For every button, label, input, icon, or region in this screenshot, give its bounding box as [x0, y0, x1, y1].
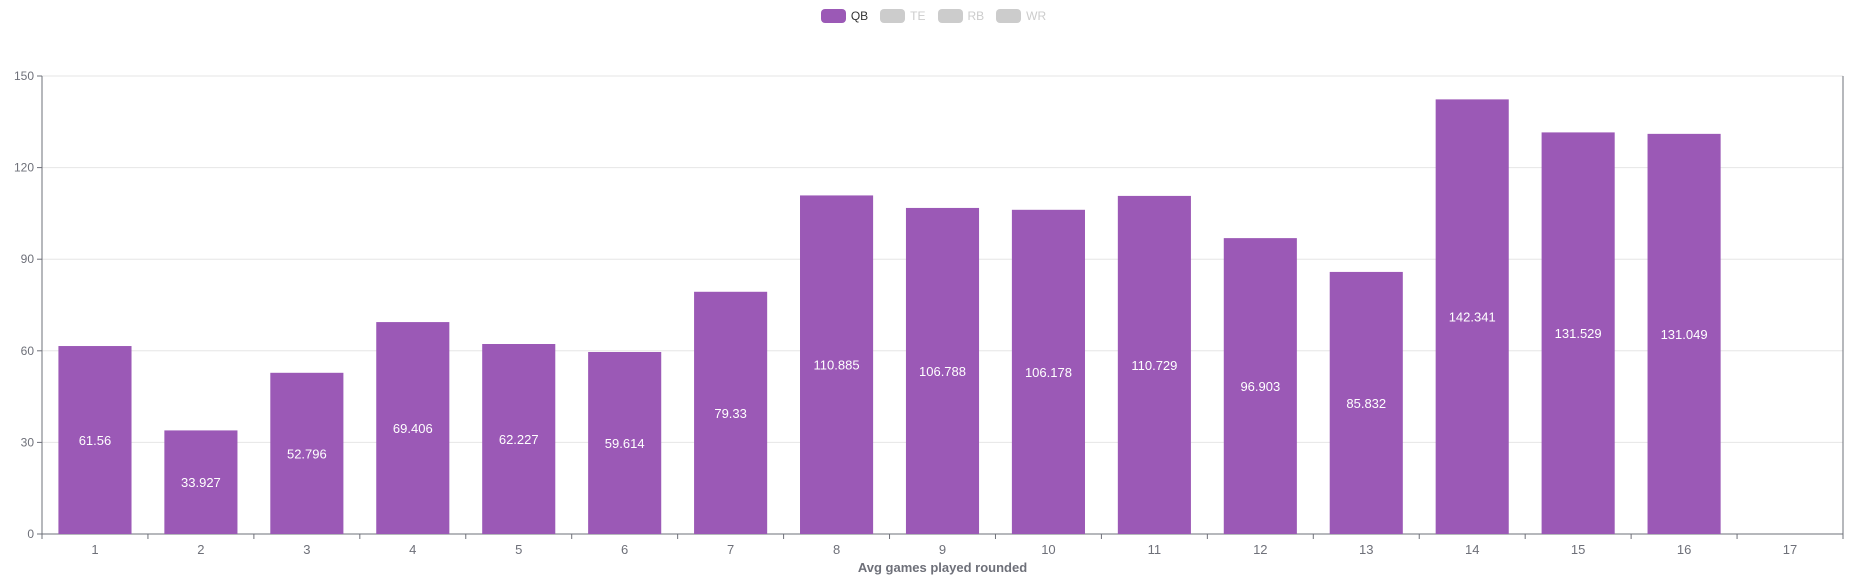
x-tick-label: 13	[1359, 542, 1373, 557]
data-label: 61.56	[79, 433, 112, 448]
x-tick-label: 9	[939, 542, 946, 557]
legend-label: QB	[850, 9, 869, 23]
bar	[1011, 209, 1085, 535]
bar	[1435, 99, 1509, 534]
bar	[1329, 271, 1403, 534]
data-label: 85.832	[1346, 396, 1386, 411]
legend-swatch	[937, 9, 963, 23]
data-label: 69.406	[393, 421, 433, 436]
data-label: 62.227	[499, 432, 539, 447]
y-tick-label: 120	[14, 161, 34, 175]
bar	[1647, 133, 1721, 535]
x-tick-label: 11	[1148, 542, 1162, 557]
data-label: 79.33	[714, 406, 747, 421]
legend-label: WR	[1026, 9, 1047, 23]
x-tick-label: 7	[727, 542, 734, 557]
bar	[164, 430, 238, 534]
x-tick-label: 4	[409, 542, 416, 557]
y-tick-label: 150	[14, 69, 34, 83]
data-label: 59.614	[605, 436, 645, 451]
x-tick-label: 1	[91, 542, 98, 557]
legend-label: TE	[910, 9, 926, 23]
legend-item-wr[interactable]: WR	[996, 9, 1046, 23]
data-label: 33.927	[181, 475, 221, 490]
bar	[1223, 238, 1297, 534]
x-tick-label: 3	[303, 542, 310, 557]
x-tick-label: 16	[1677, 542, 1691, 557]
x-tick-label: 17	[1783, 542, 1797, 557]
y-tick-label: 0	[27, 527, 34, 541]
legend-swatch	[880, 9, 906, 23]
bar	[1117, 195, 1191, 534]
data-label: 131.529	[1555, 326, 1602, 341]
x-tick-label: 10	[1041, 542, 1055, 557]
x-tick-label: 14	[1465, 542, 1479, 557]
data-label: 106.788	[919, 364, 966, 379]
bar	[800, 195, 874, 534]
legend-item-qb[interactable]: QB	[820, 9, 869, 23]
bar	[376, 322, 450, 534]
y-tick-label: 60	[21, 344, 35, 358]
x-tick-label: 6	[621, 542, 628, 557]
legend-item-rb[interactable]: RB	[937, 9, 985, 23]
y-tick-label: 30	[21, 435, 35, 449]
x-tick-label: 15	[1571, 542, 1585, 557]
y-tick-label: 90	[21, 252, 35, 266]
data-label: 110.885	[814, 358, 860, 373]
x-tick-label: 12	[1253, 542, 1267, 557]
data-label: 110.729	[1131, 358, 1177, 373]
legend-label: RB	[967, 9, 985, 23]
legend-swatch	[820, 9, 846, 23]
data-label: 96.903	[1240, 379, 1280, 394]
data-label: 131.049	[1661, 327, 1708, 342]
data-label: 52.796	[287, 446, 327, 461]
bar	[58, 346, 132, 534]
bar	[694, 291, 768, 534]
bar	[588, 351, 662, 534]
chart-legend: QB TE RB WR	[0, 9, 1863, 23]
x-axis-title: Avg games played rounded	[858, 560, 1027, 575]
legend-swatch	[996, 9, 1022, 23]
x-tick-label: 8	[833, 542, 840, 557]
bar	[1541, 132, 1615, 534]
bar	[270, 372, 344, 534]
x-tick-label: 2	[197, 542, 204, 557]
data-label: 142.341	[1449, 310, 1496, 325]
bar	[905, 207, 980, 534]
data-label: 106.178	[1025, 365, 1072, 380]
bar	[482, 344, 556, 534]
legend-item-te[interactable]: TE	[880, 9, 926, 23]
x-tick-label: 5	[515, 542, 522, 557]
